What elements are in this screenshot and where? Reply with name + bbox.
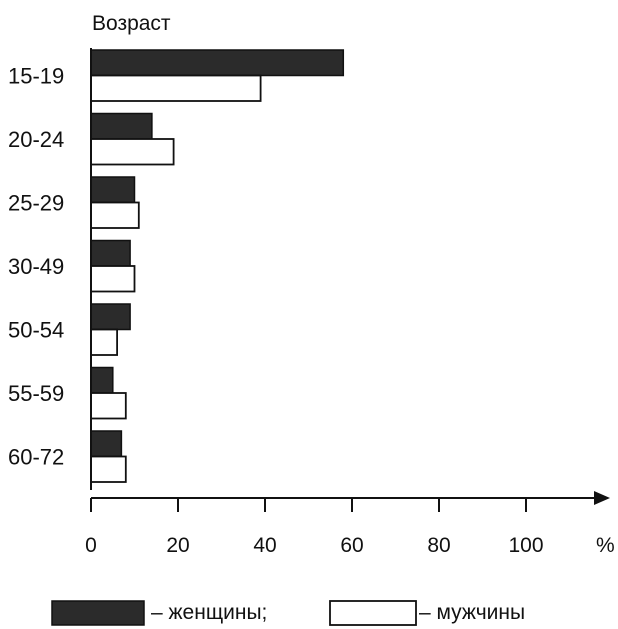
x-tick-label: 0 xyxy=(85,534,97,557)
category-label: 60-72 xyxy=(8,445,64,470)
x-tick-label: 60 xyxy=(340,534,363,557)
x-ticks: 0 20 40 60 80 100 xyxy=(85,498,544,557)
x-tick-label: 100 xyxy=(508,534,543,557)
bar-women xyxy=(90,303,131,331)
bar-women xyxy=(90,366,114,394)
x-tick-label: 40 xyxy=(253,534,276,557)
legend-label-women: – женщины; xyxy=(151,601,267,624)
legend-swatch-men xyxy=(329,600,417,626)
bar-men xyxy=(90,74,262,102)
category-label: 30-49 xyxy=(8,254,64,279)
category-labels: 15-19 20-24 25-29 30-49 50-54 55-59 60-72 xyxy=(8,64,64,470)
bar-men xyxy=(90,328,119,356)
legend-label-men: – мужчины xyxy=(419,601,525,624)
category-label: 50-54 xyxy=(8,318,64,343)
category-label: 55-59 xyxy=(8,381,64,406)
legend-swatch-women xyxy=(51,600,145,626)
bar-men xyxy=(90,455,127,483)
chart-title: Возраст xyxy=(92,12,171,35)
x-unit-label: % xyxy=(596,534,615,557)
category-label: 15-19 xyxy=(8,64,64,89)
category-label: 25-29 xyxy=(8,191,64,216)
bar-men xyxy=(90,201,140,229)
x-axis-arrow-icon xyxy=(594,491,610,505)
category-label: 20-24 xyxy=(8,127,64,152)
bar-women xyxy=(90,430,123,458)
bar-women xyxy=(90,49,345,77)
bar-men xyxy=(90,265,136,293)
bar-men xyxy=(90,392,127,420)
bars-group xyxy=(90,49,345,483)
legend: – женщины; – мужчины xyxy=(51,600,525,626)
x-tick-label: 20 xyxy=(166,534,189,557)
bar-men xyxy=(90,138,175,166)
bar-women xyxy=(90,112,153,140)
bar-women xyxy=(90,239,131,267)
x-tick-label: 80 xyxy=(427,534,450,557)
bar-women xyxy=(90,176,136,204)
